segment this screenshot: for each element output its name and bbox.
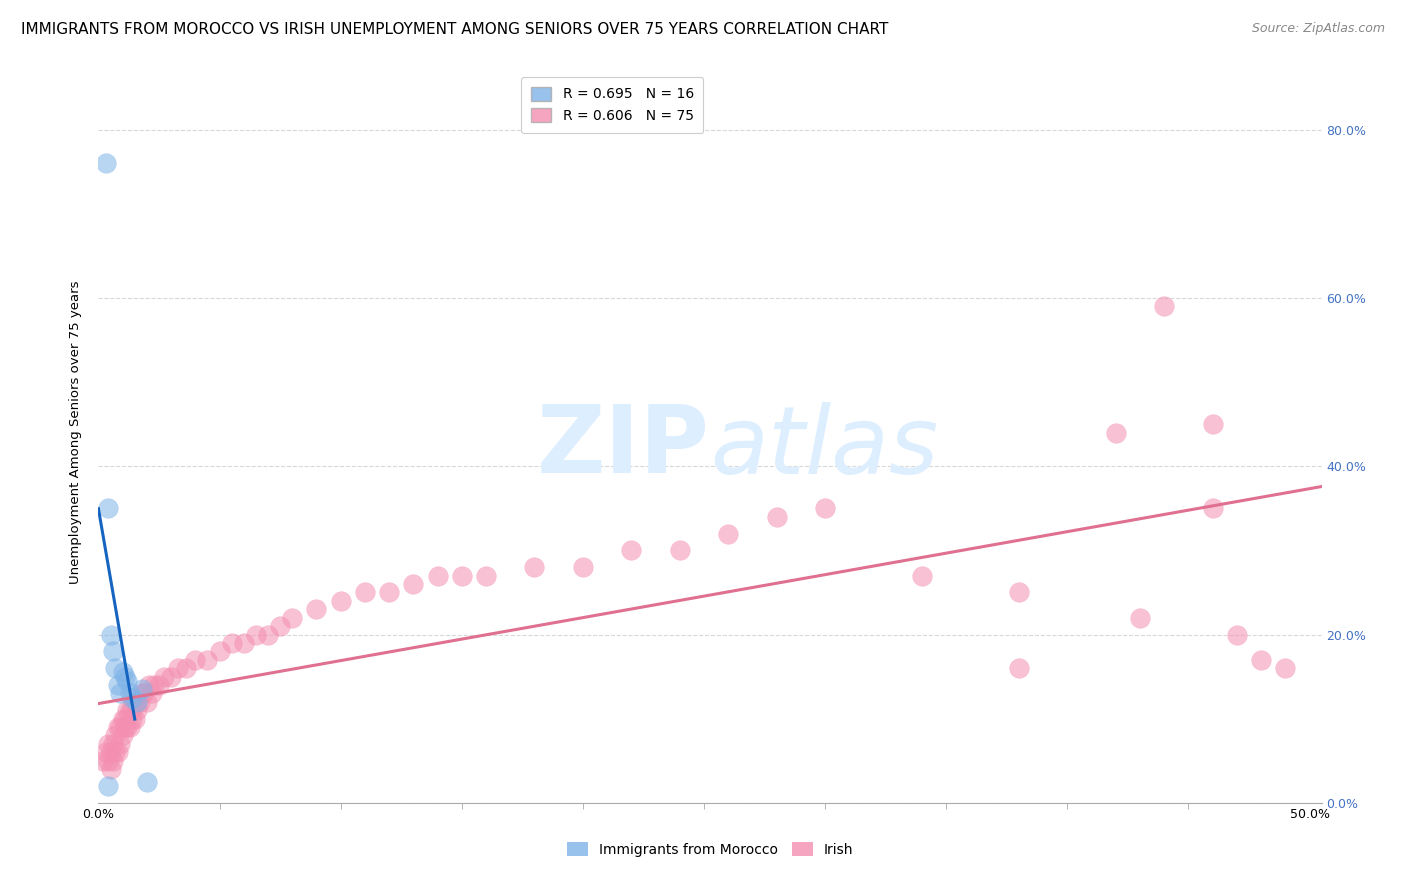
- Point: [269, 619, 291, 633]
- Point: [765, 509, 787, 524]
- Point: [110, 720, 132, 734]
- Point: [911, 568, 934, 582]
- Point: [101, 754, 124, 768]
- Y-axis label: Unemployment Among Seniors over 75 years: Unemployment Among Seniors over 75 years: [69, 281, 83, 584]
- Point: [110, 737, 132, 751]
- Text: atlas: atlas: [710, 402, 938, 493]
- Point: [91, 754, 114, 768]
- Point: [281, 610, 304, 624]
- Point: [117, 720, 139, 734]
- Point: [160, 670, 183, 684]
- Point: [143, 678, 166, 692]
- Point: [1105, 425, 1128, 440]
- Point: [118, 703, 141, 717]
- Point: [114, 712, 136, 726]
- Point: [97, 501, 120, 516]
- Point: [153, 670, 176, 684]
- Point: [124, 712, 146, 726]
- Point: [197, 653, 219, 667]
- Point: [107, 678, 129, 692]
- Point: [717, 526, 740, 541]
- Text: IMMIGRANTS FROM MOROCCO VS IRISH UNEMPLOYMENT AMONG SENIORS OVER 75 YEARS CORREL: IMMIGRANTS FROM MOROCCO VS IRISH UNEMPLO…: [21, 22, 889, 37]
- Point: [1153, 300, 1175, 314]
- Point: [141, 686, 163, 700]
- Point: [107, 720, 129, 734]
- Text: Source: ZipAtlas.com: Source: ZipAtlas.com: [1251, 22, 1385, 36]
- Legend: Immigrants from Morocco, Irish: Immigrants from Morocco, Irish: [561, 837, 859, 863]
- Point: [97, 754, 120, 768]
- Point: [118, 686, 141, 700]
- Point: [378, 585, 401, 599]
- Point: [329, 594, 352, 608]
- Point: [121, 703, 143, 717]
- Point: [131, 682, 153, 697]
- Point: [1008, 661, 1031, 675]
- Text: ZIP: ZIP: [537, 401, 710, 493]
- Point: [257, 627, 280, 641]
- Point: [124, 695, 146, 709]
- Point: [104, 729, 127, 743]
- Point: [523, 560, 546, 574]
- Point: [135, 695, 157, 709]
- Point: [668, 543, 690, 558]
- Point: [572, 560, 595, 574]
- Point: [426, 568, 449, 582]
- Point: [1201, 417, 1223, 432]
- Point: [100, 745, 122, 759]
- Point: [101, 737, 124, 751]
- Point: [134, 686, 156, 700]
- Point: [111, 665, 134, 680]
- Point: [110, 686, 132, 700]
- Point: [97, 737, 120, 751]
- Point: [354, 585, 377, 599]
- Point: [131, 686, 153, 700]
- Point: [232, 636, 254, 650]
- Point: [100, 762, 122, 776]
- Point: [114, 720, 136, 734]
- Point: [101, 644, 124, 658]
- Point: [1274, 661, 1296, 675]
- Point: [475, 568, 498, 582]
- Point: [138, 678, 160, 692]
- Point: [111, 729, 134, 743]
- Point: [148, 678, 170, 692]
- Point: [221, 636, 243, 650]
- Point: [100, 627, 122, 641]
- Point: [107, 745, 129, 759]
- Point: [1008, 585, 1031, 599]
- Point: [620, 543, 643, 558]
- Point: [97, 779, 120, 793]
- Point: [94, 156, 117, 170]
- Point: [305, 602, 328, 616]
- Point: [111, 712, 134, 726]
- Point: [402, 577, 425, 591]
- Point: [127, 703, 149, 717]
- Point: [1250, 653, 1272, 667]
- Point: [167, 661, 190, 675]
- Point: [1201, 501, 1223, 516]
- Point: [814, 501, 837, 516]
- Point: [184, 653, 207, 667]
- Point: [104, 745, 127, 759]
- Point: [118, 720, 141, 734]
- Point: [245, 627, 267, 641]
- Point: [135, 774, 157, 789]
- Point: [104, 661, 127, 675]
- Point: [1129, 610, 1152, 624]
- Point: [128, 695, 150, 709]
- Point: [117, 673, 139, 688]
- Point: [94, 745, 117, 759]
- Point: [127, 695, 149, 709]
- Point: [127, 695, 149, 709]
- Point: [121, 690, 143, 705]
- Point: [1226, 627, 1249, 641]
- Point: [121, 712, 143, 726]
- Point: [174, 661, 197, 675]
- Point: [117, 703, 139, 717]
- Point: [208, 644, 231, 658]
- Point: [114, 670, 136, 684]
- Point: [450, 568, 472, 582]
